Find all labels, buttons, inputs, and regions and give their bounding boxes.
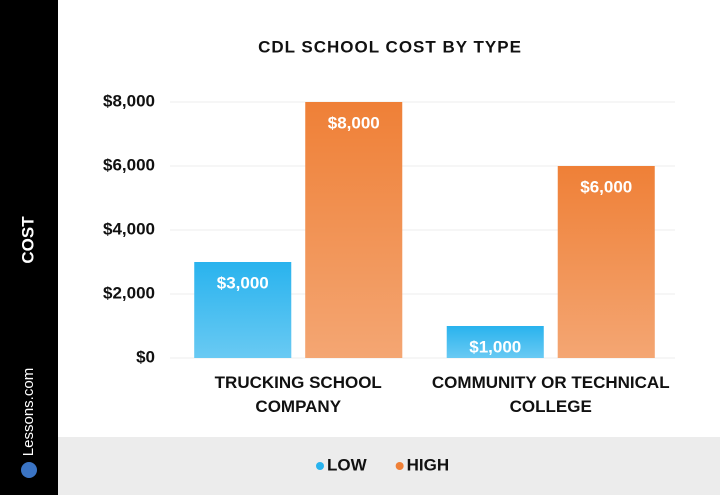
legend-marker: [395, 462, 404, 470]
value-label: $6,000: [580, 177, 632, 196]
value-label: $1,000: [469, 337, 521, 356]
sidebar: [0, 0, 58, 495]
watermark: Lessons.com: [20, 368, 37, 456]
value-label: $3,000: [217, 273, 269, 292]
y-tick-label: $6,000: [103, 155, 155, 174]
y-tick-label: $4,000: [103, 219, 155, 238]
legend-label: LOW: [327, 455, 368, 474]
logo: [21, 462, 37, 478]
legend-band: [58, 437, 720, 495]
bar-shade: [446, 326, 544, 358]
chart-title: CDL SCHOOL COST BY TYPE: [258, 37, 522, 56]
legend-marker: [316, 462, 324, 470]
y-tick-label: $8,000: [103, 91, 155, 110]
value-label: $8,000: [328, 113, 380, 132]
x-tick-label: TRUCKING SCHOOL COMPANY: [214, 373, 382, 416]
x-tick-label: COMMUNITY OR TECHNICAL COLLEGE: [431, 373, 670, 416]
bar-shade: [305, 102, 403, 358]
legend-label: HIGH: [407, 455, 450, 474]
bar-shade: [194, 262, 292, 358]
y-axis-label: COST: [18, 216, 37, 264]
y-tick-label: $2,000: [103, 283, 155, 302]
bar-shade: [557, 166, 655, 358]
y-tick-label: $0: [136, 347, 155, 366]
